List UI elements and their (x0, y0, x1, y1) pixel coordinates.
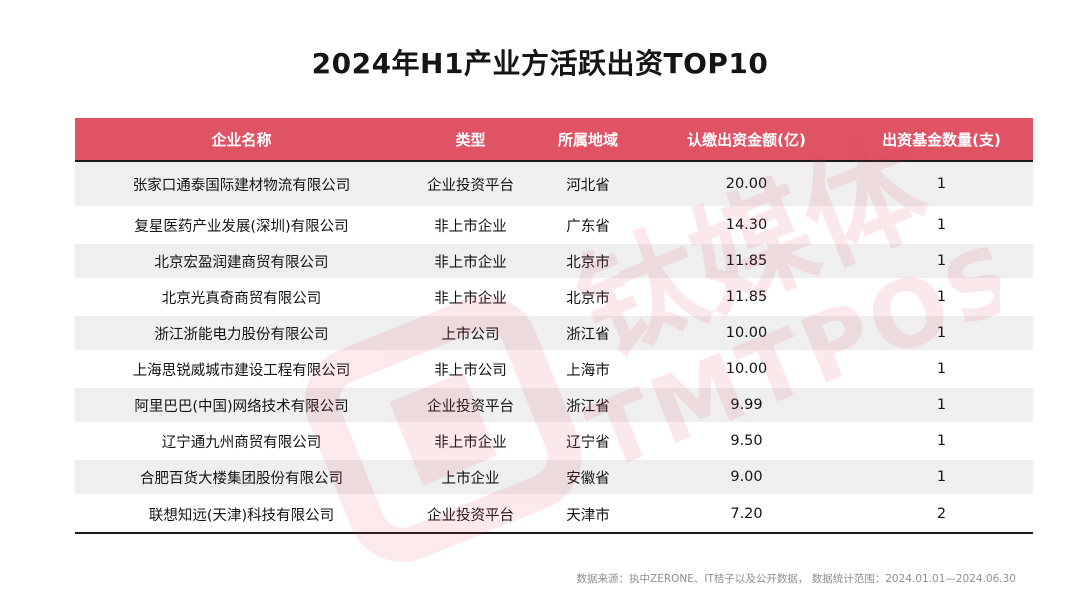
table-row: 阿里巴巴(中国)网络技术有限公司 企业投资平台 浙江省 9.99 1 (75, 387, 1033, 424)
cell-company: 辽宁通九州商贸有限公司 (75, 423, 408, 460)
cell-fund-count: 1 (850, 207, 1033, 244)
cell-region: 浙江省 (533, 315, 643, 352)
cell-region: 安徽省 (533, 459, 643, 496)
cell-type: 非上市企业 (408, 279, 533, 316)
cell-type: 企业投资平台 (408, 495, 533, 534)
cell-type: 企业投资平台 (408, 387, 533, 424)
cell-region: 广东省 (533, 207, 643, 244)
cell-amount: 11.85 (643, 279, 850, 316)
cell-fund-count: 1 (850, 351, 1033, 388)
table-header-row: 企业名称 类型 所属地域 认缴出资金额(亿) 出资基金数量(支) (75, 118, 1033, 162)
cell-region: 上海市 (533, 351, 643, 388)
table-row: 浙江浙能电力股份有限公司 上市公司 浙江省 10.00 1 (75, 315, 1033, 352)
table-row: 联想知远(天津)科技有限公司 企业投资平台 天津市 7.20 2 (75, 495, 1033, 534)
cell-type: 上市公司 (408, 315, 533, 352)
cell-amount: 10.00 (643, 351, 850, 388)
cell-type: 企业投资平台 (408, 161, 533, 208)
cell-type: 非上市企业 (408, 207, 533, 244)
cell-company: 浙江浙能电力股份有限公司 (75, 315, 408, 352)
cell-fund-count: 2 (850, 495, 1033, 534)
cell-amount: 20.00 (643, 161, 850, 208)
cell-company: 北京宏盈润建商贸有限公司 (75, 243, 408, 280)
cell-company: 阿里巴巴(中国)网络技术有限公司 (75, 387, 408, 424)
cell-company: 复星医药产业发展(深圳)有限公司 (75, 207, 408, 244)
cell-region: 浙江省 (533, 387, 643, 424)
table-row: 复星医药产业发展(深圳)有限公司 非上市企业 广东省 14.30 1 (75, 207, 1033, 244)
table-row: 北京光真奇商贸有限公司 非上市企业 北京市 11.85 1 (75, 279, 1033, 316)
cell-fund-count: 1 (850, 161, 1033, 208)
cell-type: 非上市企业 (408, 423, 533, 460)
cell-region: 北京市 (533, 279, 643, 316)
cell-region: 天津市 (533, 495, 643, 534)
cell-amount: 9.00 (643, 459, 850, 496)
table-row: 上海思锐威城市建设工程有限公司 非上市公司 上海市 10.00 1 (75, 351, 1033, 388)
cell-region: 北京市 (533, 243, 643, 280)
cell-fund-count: 1 (850, 387, 1033, 424)
header-region: 所属地域 (533, 118, 643, 162)
cell-fund-count: 1 (850, 279, 1033, 316)
cell-region: 辽宁省 (533, 423, 643, 460)
table-row: 辽宁通九州商贸有限公司 非上市企业 辽宁省 9.50 1 (75, 423, 1033, 460)
cell-amount: 10.00 (643, 315, 850, 352)
header-company-name: 企业名称 (75, 118, 408, 162)
cell-amount: 14.30 (643, 207, 850, 244)
cell-fund-count: 1 (850, 459, 1033, 496)
cell-type: 上市企业 (408, 459, 533, 496)
header-type: 类型 (408, 118, 533, 162)
cell-amount: 9.99 (643, 387, 850, 424)
cell-company: 联想知远(天津)科技有限公司 (75, 495, 408, 534)
cell-amount: 9.50 (643, 423, 850, 460)
cell-fund-count: 1 (850, 315, 1033, 352)
cell-region: 河北省 (533, 161, 643, 208)
table-row: 北京宏盈润建商贸有限公司 非上市企业 北京市 11.85 1 (75, 243, 1033, 280)
cell-amount: 7.20 (643, 495, 850, 534)
investor-table: 企业名称 类型 所属地域 认缴出资金额(亿) 出资基金数量(支) 张家口通泰国际… (75, 118, 1033, 534)
page-title: 2024年H1产业方活跃出资TOP10 (311, 47, 769, 80)
table-row: 合肥百货大楼集团股份有限公司 上市企业 安徽省 9.00 1 (75, 459, 1033, 496)
cell-type: 非上市企业 (408, 243, 533, 280)
cell-type: 非上市公司 (408, 351, 533, 388)
table-row: 张家口通泰国际建材物流有限公司 企业投资平台 河北省 20.00 1 (75, 161, 1033, 208)
cell-company: 张家口通泰国际建材物流有限公司 (75, 161, 408, 208)
header-amount: 认缴出资金额(亿) (643, 118, 850, 162)
cell-company: 上海思锐威城市建设工程有限公司 (75, 351, 408, 388)
header-fund-count: 出资基金数量(支) (850, 118, 1033, 162)
data-source-note: 数据来源：执中ZERONE、IT桔子以及公开数据， 数据统计范围：2024.01… (576, 573, 1016, 585)
cell-fund-count: 1 (850, 423, 1033, 460)
cell-fund-count: 1 (850, 243, 1033, 280)
cell-amount: 11.85 (643, 243, 850, 280)
cell-company: 北京光真奇商贸有限公司 (75, 279, 408, 316)
cell-company: 合肥百货大楼集团股份有限公司 (75, 459, 408, 496)
